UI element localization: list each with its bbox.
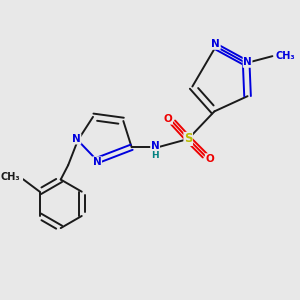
Text: CH₃: CH₃ — [276, 51, 295, 61]
Text: N: N — [93, 157, 101, 167]
Text: H: H — [151, 151, 159, 160]
Text: CH₃: CH₃ — [0, 172, 20, 182]
Text: N: N — [72, 134, 81, 144]
Text: N: N — [212, 39, 220, 49]
Text: O: O — [206, 154, 214, 164]
Text: N: N — [243, 57, 252, 67]
Text: O: O — [164, 114, 172, 124]
Text: N: N — [151, 141, 160, 151]
Text: S: S — [184, 133, 193, 146]
